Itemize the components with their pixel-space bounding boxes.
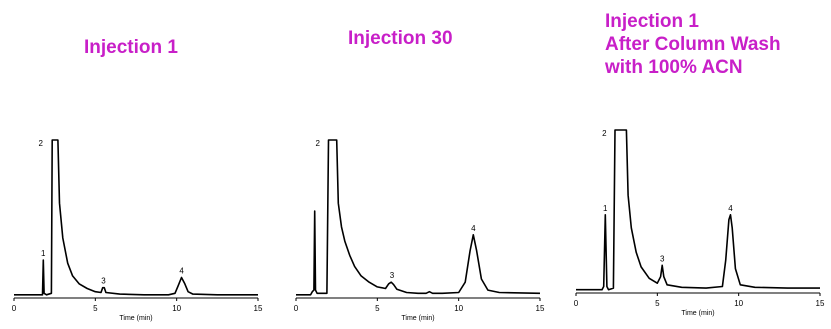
x-tick-label: 15	[816, 299, 825, 308]
x-tick-label: 0	[574, 299, 579, 308]
x-tick-label: 5	[375, 304, 380, 313]
chart-title-line: Injection 1	[605, 11, 699, 32]
peak-label: 1	[41, 249, 46, 258]
chromatogram-trace	[14, 139, 258, 296]
x-tick-label: 5	[655, 299, 660, 308]
x-tick-label: 5	[93, 304, 98, 313]
x-axis-label: Time (min)	[401, 315, 434, 322]
chromatogram-injection-30: 0 5 10 15 Time (min) 2 3 4	[294, 139, 545, 322]
peak-label: 3	[390, 271, 395, 280]
x-tick-label: 10	[454, 304, 463, 313]
x-axis-label: Time (min)	[681, 310, 714, 317]
peak-label: 2	[316, 139, 321, 148]
peak-label: 2	[602, 129, 607, 138]
x-tick-label: 15	[536, 304, 545, 313]
chart-title-injection-1: Injection 1	[84, 36, 178, 59]
chart-title-line: After Column Wash	[605, 34, 781, 55]
chart-title-line: Injection 30	[348, 28, 453, 49]
chart-title-injection-30: Injection 30	[348, 27, 453, 50]
x-tick-label: 0	[12, 304, 17, 313]
chart-title-after-wash: Injection 1 After Column Wash with 100% …	[605, 10, 781, 79]
x-tick-label: 15	[254, 304, 263, 313]
x-tick-label: 10	[734, 299, 743, 308]
peak-label: 3	[101, 277, 106, 286]
peak-label: 3	[660, 254, 665, 263]
peak-label: 4	[471, 224, 476, 233]
x-axis-label: Time (min)	[119, 315, 152, 322]
chromatogram-injection-1: 0 5 10 15 Time (min) 1 2 3 4	[12, 139, 263, 322]
chromatogram-after-wash: 0 5 10 15 Time (min) 1 2 3 4	[574, 129, 825, 317]
chart-title-line: with 100% ACN	[605, 57, 743, 78]
peak-label: 1	[603, 204, 608, 213]
peak-label: 4	[728, 204, 733, 213]
chart-title-line: Injection 1	[84, 37, 178, 58]
x-tick-label: 0	[294, 304, 299, 313]
peak-label: 2	[38, 139, 43, 148]
chromatogram-trace	[296, 139, 541, 296]
chromatogram-trace	[576, 129, 820, 291]
x-tick-label: 10	[172, 304, 181, 313]
peak-label: 4	[179, 266, 184, 275]
